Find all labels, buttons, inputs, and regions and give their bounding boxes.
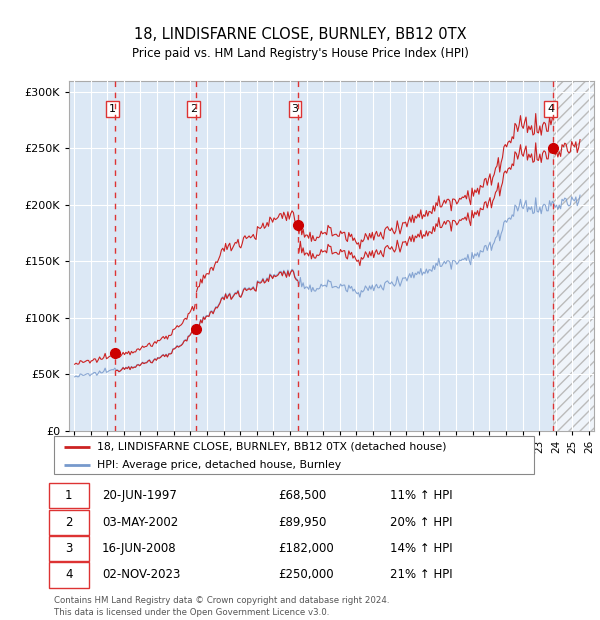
FancyBboxPatch shape — [49, 483, 89, 508]
Text: 2: 2 — [190, 104, 197, 114]
Text: 18, LINDISFARNE CLOSE, BURNLEY, BB12 0TX: 18, LINDISFARNE CLOSE, BURNLEY, BB12 0TX — [134, 27, 466, 42]
Text: 14% ↑ HPI: 14% ↑ HPI — [391, 542, 453, 555]
Text: 3: 3 — [65, 542, 73, 555]
FancyBboxPatch shape — [49, 536, 89, 561]
Text: HPI: Average price, detached house, Burnley: HPI: Average price, detached house, Burn… — [97, 459, 341, 470]
Text: 03-MAY-2002: 03-MAY-2002 — [102, 516, 178, 529]
Text: 1: 1 — [109, 104, 116, 114]
Text: 11% ↑ HPI: 11% ↑ HPI — [391, 489, 453, 502]
Text: 02-NOV-2023: 02-NOV-2023 — [102, 569, 181, 582]
Text: 20-JUN-1997: 20-JUN-1997 — [102, 489, 177, 502]
Text: 18, LINDISFARNE CLOSE, BURNLEY, BB12 0TX (detached house): 18, LINDISFARNE CLOSE, BURNLEY, BB12 0TX… — [97, 441, 446, 451]
Text: £182,000: £182,000 — [278, 542, 334, 555]
Text: 4: 4 — [547, 104, 554, 114]
FancyBboxPatch shape — [49, 510, 89, 534]
FancyBboxPatch shape — [49, 562, 89, 588]
Text: £68,500: £68,500 — [278, 489, 326, 502]
Text: This data is licensed under the Open Government Licence v3.0.: This data is licensed under the Open Gov… — [54, 608, 329, 617]
Text: 1: 1 — [65, 489, 73, 502]
Text: 16-JUN-2008: 16-JUN-2008 — [102, 542, 176, 555]
Text: Price paid vs. HM Land Registry's House Price Index (HPI): Price paid vs. HM Land Registry's House … — [131, 48, 469, 60]
Text: 4: 4 — [65, 569, 73, 582]
Text: Contains HM Land Registry data © Crown copyright and database right 2024.: Contains HM Land Registry data © Crown c… — [54, 596, 389, 606]
Text: 20% ↑ HPI: 20% ↑ HPI — [391, 516, 453, 529]
Text: 21% ↑ HPI: 21% ↑ HPI — [391, 569, 453, 582]
Text: £250,000: £250,000 — [278, 569, 334, 582]
Text: £89,950: £89,950 — [278, 516, 326, 529]
Text: 2: 2 — [65, 516, 73, 529]
Text: 3: 3 — [292, 104, 299, 114]
